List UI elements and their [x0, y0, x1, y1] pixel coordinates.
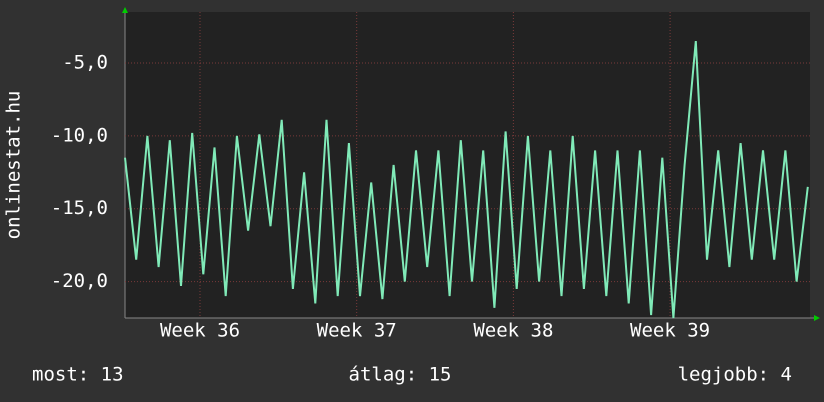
y-tick-label: -15,0	[51, 197, 108, 219]
stat-current: most: 13	[32, 364, 124, 386]
stat-best: legjobb: 4	[678, 364, 792, 386]
x-arrow	[814, 315, 820, 321]
x-tick-label: Week 39	[630, 320, 710, 342]
y-tick-label: -10,0	[51, 124, 108, 146]
y-tick-label: -5,0	[62, 52, 108, 74]
x-tick-label: Week 38	[473, 320, 553, 342]
x-tick-label: Week 37	[317, 320, 397, 342]
y-axis-label: onlinestat.hu	[3, 91, 25, 240]
y-arrow	[122, 7, 128, 13]
y-tick-label: -20,0	[51, 270, 108, 292]
data-line	[124, 41, 809, 319]
x-tick-label: Week 36	[160, 320, 240, 342]
stat-average: átlag: 15	[349, 364, 452, 386]
